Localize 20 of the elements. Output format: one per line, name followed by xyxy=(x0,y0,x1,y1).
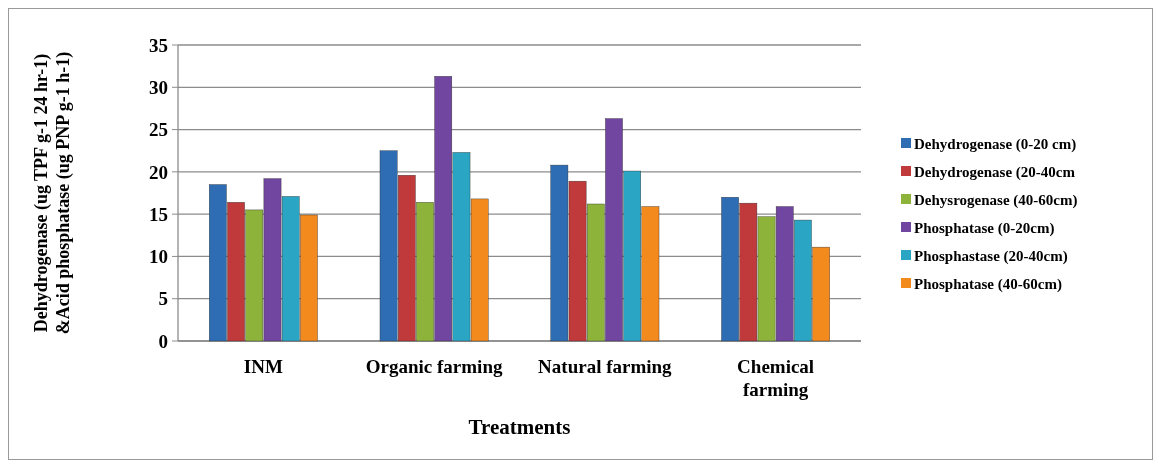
y-tick-label: 35 xyxy=(149,34,168,56)
x-tick-label: INM xyxy=(243,356,283,377)
legend-label: Dehysrogenase (40-60cm) xyxy=(914,192,1078,210)
x-tick-label: Organic farming xyxy=(365,356,503,377)
y-tick-label: 25 xyxy=(149,119,168,141)
legend-label: Dehydrogenase (20-40cm xyxy=(914,164,1076,182)
x-tick-label: Chemical farming xyxy=(737,356,815,400)
y-axis-title: Dehydrogenase (ug TPF g-1 24 hr-1) &Acid phosphatase (ug PNP g-1 h-1) xyxy=(31,51,74,335)
legend-label: Phosphatase (40-60cm) xyxy=(914,276,1062,294)
x-tick-label: Natural farming xyxy=(538,356,673,377)
legend-label: Dehydrogenase (0-20 cm) xyxy=(914,136,1077,154)
x-axis-title: Treatments xyxy=(468,415,571,439)
y-tick-label: 0 xyxy=(158,330,168,352)
y-tick-label: 30 xyxy=(149,76,168,98)
y-tick-label: 5 xyxy=(158,288,168,310)
y-tick-label: 20 xyxy=(149,161,168,183)
legend-label: Phosphastase (20-40cm) xyxy=(914,248,1068,266)
legend-label: Phosphatase (0-20cm) xyxy=(914,220,1055,238)
y-tick-label: 10 xyxy=(149,246,168,268)
y-tick-label: 15 xyxy=(149,203,168,225)
